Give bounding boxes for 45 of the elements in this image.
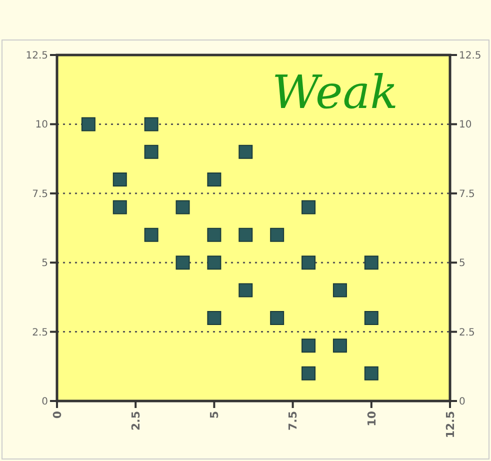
point [207, 228, 222, 242]
point [207, 172, 222, 187]
y-tick-label: 2.5 [32, 327, 48, 338]
point [364, 310, 378, 325]
point [332, 283, 347, 298]
point [332, 338, 347, 353]
point [270, 228, 284, 242]
point [112, 172, 127, 187]
x-tick-label: 0 [50, 410, 64, 419]
point [238, 144, 253, 159]
point [364, 366, 378, 380]
point [144, 144, 158, 159]
point [144, 228, 158, 242]
point [207, 256, 222, 270]
y-tick-label: 5 [42, 258, 48, 270]
y2-tick-label: 2.5 [459, 327, 475, 338]
point [302, 200, 316, 214]
point [302, 338, 316, 353]
point [302, 366, 316, 380]
x-tick-label: 12.5 [444, 411, 457, 438]
x-tick-label: 5 [208, 411, 222, 419]
point [270, 310, 284, 325]
y-tick-label: 10 [35, 120, 48, 131]
point [112, 200, 127, 214]
point [176, 200, 190, 214]
y2-tick-label: 10 [459, 120, 472, 131]
point [364, 256, 378, 270]
y2-tick-label: 12.5 [459, 50, 482, 62]
y2-tick-label: 0 [459, 396, 466, 408]
x-tick-label: 2.5 [129, 411, 142, 430]
y-tick-label: 0 [42, 396, 48, 408]
y-tick-label: 12.5 [26, 50, 48, 62]
point [176, 256, 190, 270]
point [207, 310, 222, 325]
point [238, 283, 253, 298]
x-tick-label: 7.5 [286, 411, 300, 430]
x-tick-label: 10 [365, 410, 378, 426]
point [144, 117, 158, 132]
y-tick-label: 7.5 [32, 188, 48, 200]
annotation: Weak [272, 65, 398, 119]
point [238, 228, 253, 242]
y2-tick-label: 5 [459, 258, 466, 270]
y2-tick-label: 7.5 [459, 188, 475, 200]
point [302, 256, 316, 270]
point [81, 117, 96, 132]
